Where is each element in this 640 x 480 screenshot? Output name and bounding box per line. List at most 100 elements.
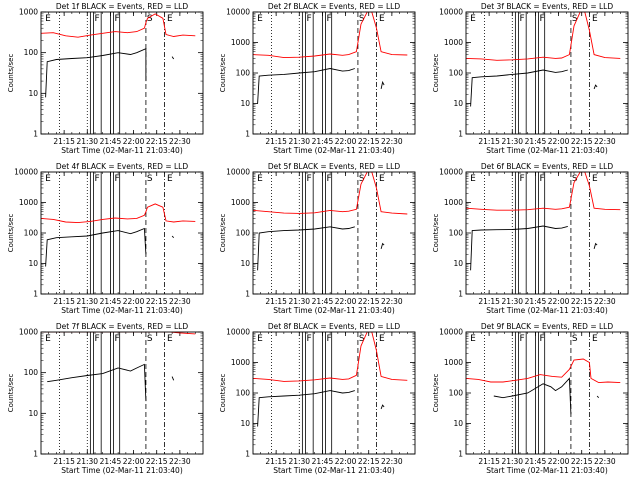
- region-marker: F: [327, 174, 332, 184]
- y-tick-label: 100: [24, 368, 39, 377]
- y-axis-label: Counts/sec: [432, 214, 440, 253]
- x-tick-label: 21:30: [501, 137, 523, 146]
- region-marker: F: [540, 334, 545, 344]
- plot-frame: [252, 331, 416, 455]
- x-tick-label: 22:15: [571, 457, 593, 466]
- y-tick-label: 1: [245, 130, 250, 139]
- x-tick-label: 21:15: [265, 297, 287, 306]
- region-marker: F: [94, 174, 99, 184]
- y-tick-label: 1: [33, 130, 38, 139]
- panel-title: Det 7f BLACK = Events, RED = LLD: [56, 322, 189, 331]
- y-tick-label: 10: [28, 259, 38, 268]
- panel-1: Det 1f BLACK = Events, RED = LLD 21:15 21:…: [7, 2, 204, 155]
- events-series-line: [45, 227, 147, 267]
- region-marker: S: [147, 14, 153, 24]
- events-series-line: [380, 80, 385, 89]
- region-marker: E: [257, 174, 263, 184]
- region-marker: E: [257, 14, 263, 24]
- y-axis-label: Counts/sec: [432, 54, 440, 93]
- x-tick-label: 21:15: [53, 297, 75, 306]
- y-tick-label: 1000: [231, 358, 250, 367]
- region-marker: S: [359, 14, 365, 24]
- region-marker: E: [379, 14, 385, 24]
- plot-frame: [40, 11, 204, 135]
- y-tick-label: 1: [458, 130, 463, 139]
- region-marker: E: [470, 334, 476, 344]
- x-tick-label: 21:45: [525, 137, 547, 146]
- events-series-line: [470, 69, 568, 107]
- region-marker: F: [540, 174, 545, 184]
- y-tick-label: 1000: [19, 198, 38, 207]
- y-axis-label: Counts/sec: [7, 374, 15, 413]
- panel-title: Det 4f BLACK = Events, RED = LLD: [56, 162, 189, 171]
- y-tick-label: 100: [24, 48, 39, 57]
- y-tick-label: 1: [33, 450, 38, 459]
- region-marker: E: [45, 14, 51, 24]
- x-tick-label: 22:15: [358, 457, 380, 466]
- x-tick-label: 21:45: [525, 297, 547, 306]
- y-tick-label: 1: [458, 290, 463, 299]
- events-series-line: [257, 226, 355, 271]
- y-tick-label: 10: [453, 259, 463, 268]
- y-tick-label: 10: [240, 99, 250, 108]
- y-tick-label: 10: [240, 259, 250, 268]
- lld-series-line: [466, 172, 621, 211]
- x-tick-label: 22:00: [123, 457, 145, 466]
- x-tick-label: 22:15: [358, 137, 380, 146]
- plot-frame: [465, 171, 629, 295]
- lld-series-line: [41, 13, 196, 38]
- plot-frame: [465, 331, 629, 455]
- y-tick-label: 10000: [439, 328, 463, 337]
- region-marker: S: [359, 334, 365, 344]
- y-tick-label: 100: [449, 69, 464, 78]
- region-marker: S: [572, 334, 578, 344]
- x-axis-label: Start Time (02-Mar-11 21:03:40): [273, 466, 395, 475]
- events-series-line: [380, 404, 385, 410]
- region-marker: E: [167, 334, 173, 344]
- y-axis-label: Counts/sec: [219, 374, 227, 413]
- x-tick-label: 22:00: [548, 297, 570, 306]
- x-tick-label: 22:15: [146, 457, 168, 466]
- y-tick-label: 1000: [231, 198, 250, 207]
- region-marker: S: [572, 174, 578, 184]
- panel-title: Det 8f BLACK = Events, RED = LLD: [268, 322, 401, 331]
- region-marker: F: [94, 334, 99, 344]
- x-tick-label: 22:30: [169, 457, 191, 466]
- y-tick-label: 1000: [444, 198, 463, 207]
- x-tick-label: 21:45: [312, 137, 334, 146]
- region-marker: F: [306, 14, 311, 24]
- y-tick-label: 100: [236, 229, 251, 238]
- region-marker: F: [519, 174, 524, 184]
- y-tick-label: 1: [458, 450, 463, 459]
- y-tick-label: 100: [236, 389, 251, 398]
- x-tick-label: 21:30: [501, 457, 523, 466]
- x-tick-label: 21:15: [478, 457, 500, 466]
- x-tick-label: 21:15: [53, 137, 75, 146]
- region-marker: F: [306, 174, 311, 184]
- x-tick-label: 21:30: [76, 137, 98, 146]
- x-tick-label: 21:15: [53, 457, 75, 466]
- panel-title: Det 1f BLACK = Events, RED = LLD: [56, 2, 189, 11]
- panel-title: Det 2f BLACK = Events, RED = LLD: [268, 2, 401, 11]
- y-axis-label: Counts/sec: [219, 54, 227, 93]
- region-marker: F: [115, 334, 120, 344]
- x-tick-label: 21:15: [478, 137, 500, 146]
- region-marker: S: [359, 174, 365, 184]
- region-marker: E: [379, 334, 385, 344]
- y-tick-label: 1000: [19, 328, 38, 337]
- x-tick-label: 22:15: [146, 137, 168, 146]
- y-tick-label: 10000: [439, 8, 463, 17]
- x-tick-label: 21:45: [312, 457, 334, 466]
- x-tick-label: 22:15: [571, 297, 593, 306]
- x-tick-label: 21:30: [288, 297, 310, 306]
- x-tick-label: 22:00: [335, 297, 357, 306]
- y-tick-label: 1000: [19, 8, 38, 17]
- x-tick-label: 22:30: [594, 457, 616, 466]
- y-tick-label: 10: [453, 99, 463, 108]
- x-tick-label: 22:15: [358, 297, 380, 306]
- y-tick-label: 10: [453, 419, 463, 428]
- events-series-line: [493, 377, 572, 415]
